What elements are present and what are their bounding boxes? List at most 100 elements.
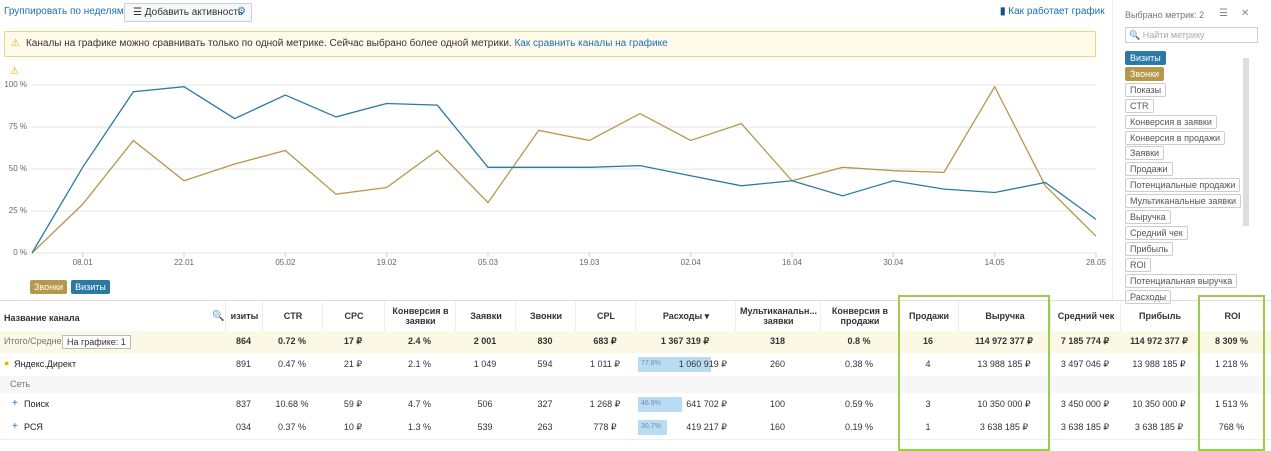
x-tick-label: 19.03 (579, 258, 600, 267)
cell: 59 ₽ (343, 398, 363, 409)
how-link[interactable]: ▮ Как работает график (1000, 6, 1105, 17)
cell: 034 (235, 421, 252, 432)
column-header: CPC (322, 301, 385, 331)
x-tick-label: 16.04 (782, 258, 803, 267)
warning: ⚠ Каналы на графике можно сравнивать толь… (4, 31, 1096, 57)
column-header: Конверсия в заявки (384, 301, 456, 331)
warning-link[interactable]: Как сравнить каналы на графике (514, 38, 668, 49)
search-icon: 🔍 (212, 311, 225, 322)
x-tick-label: 22.01 (174, 258, 195, 267)
cell: 17 ₽ (343, 336, 363, 346)
cell: 641 702 ₽ (686, 398, 727, 409)
cell: 778 ₽ (593, 421, 617, 432)
column-header: изиты (225, 301, 263, 331)
metric-chip[interactable]: Звонки (1125, 66, 1165, 81)
metric-chip[interactable]: Визиты (1125, 51, 1166, 65)
cell: 830 (537, 336, 553, 346)
y-tick-label: 100 % (4, 80, 27, 89)
column-header: CTR (262, 301, 323, 331)
cell: 1.3 % (407, 421, 431, 432)
close-icon[interactable]: ✕ (1241, 8, 1250, 19)
x-tick-label: 14.05 (985, 258, 1006, 267)
cell: 13 988 185 ₽ (977, 358, 1031, 369)
how-text: Как работает график (1008, 6, 1105, 17)
share-label: 77.8% (641, 359, 661, 367)
column-header: Звонки (515, 301, 576, 331)
cell: 1 513 % (1214, 398, 1249, 409)
metric-chip[interactable]: Потенциальная выручка (1125, 273, 1238, 288)
cell: 419 217 ₽ (686, 421, 727, 432)
row-name: Сеть (10, 378, 31, 389)
cell: 1 060 919 ₽ (678, 358, 727, 369)
metric-search[interactable]: 🔍 Найти метрику (1125, 27, 1258, 43)
share-bar (638, 357, 712, 372)
metric-chip[interactable]: CTR (1125, 98, 1154, 113)
metric-chip[interactable]: Мультиканальные заявки (1125, 194, 1242, 209)
cell: 2.1 % (407, 358, 431, 369)
add-activity[interactable]: ☰ Добавить активность (124, 3, 253, 22)
group-select[interactable]: Группировать по неделям (4, 6, 124, 17)
metric-chip[interactable]: Прибыль (1125, 241, 1174, 256)
metric-search-placeholder: Найти метрику (1142, 30, 1205, 40)
metric-chip[interactable]: Продажи (1125, 162, 1173, 177)
cell: 0.19 % (844, 421, 874, 432)
on-chart-chip[interactable]: На графике: 1 (62, 335, 131, 349)
row-name: РСЯ (24, 421, 43, 432)
cell: 891 (235, 358, 252, 369)
metric-chip[interactable]: Выручка (1125, 210, 1171, 224)
cell: 837 (235, 398, 252, 409)
metric-chip[interactable]: Конверсия в продажи (1125, 130, 1226, 145)
cell: 506 (477, 398, 493, 409)
cell: 160 (769, 421, 786, 432)
metric-chip[interactable]: Заявки (1125, 146, 1165, 161)
cell: 7 185 774 ₽ (1060, 336, 1110, 346)
row-name: Итого/Среднее (4, 336, 67, 346)
cell: 768 % (1218, 421, 1245, 432)
column-header: Конверсия в продажи (820, 301, 899, 331)
cell: 114 972 377 ₽ (975, 336, 1033, 346)
cell: 13 988 185 ₽ (1132, 358, 1186, 369)
cell: 1 268 ₽ (589, 398, 621, 409)
legend-item: Визиты (71, 280, 110, 294)
cell: 0.8 % (847, 336, 871, 346)
x-tick-label: 19.02 (377, 258, 398, 267)
line-series (31, 85, 1097, 254)
warning-text: Каналы на графике можно сравнивать тольк… (25, 38, 512, 49)
metrics-title: Выбрано метрик: 2 (1125, 10, 1205, 20)
chart-warning-icon: ⚠ (10, 66, 19, 77)
cell: 1 367 319 ₽ (660, 336, 710, 346)
metrics-panel: Выбрано метрик: 2 ☰ ✕ 🔍 Найти метрику Ви… (1112, 0, 1271, 304)
metric-chip[interactable]: Потенциальные продажи (1125, 178, 1241, 193)
cell: 0.59 % (844, 398, 874, 409)
cell: 1 049 (473, 358, 497, 369)
cell: 10 350 000 ₽ (977, 398, 1031, 409)
cell: 0.38 % (844, 358, 874, 369)
column-header: Средний чек (1050, 301, 1121, 331)
x-tick-label: 28.05 (1086, 258, 1107, 267)
cell: 3 (925, 398, 931, 409)
cell: 4 (925, 358, 931, 369)
x-tick-label: 30.04 (883, 258, 904, 267)
cell: 10 350 000 ₽ (1132, 398, 1186, 409)
cell: 3 497 046 ₽ (1060, 358, 1110, 369)
line-series (31, 86, 1097, 254)
list-icon[interactable]: ☰ (1219, 8, 1228, 19)
column-header: Расходы ▾ (635, 301, 736, 331)
metric-chip[interactable]: Конверсия в заявки (1125, 114, 1217, 129)
expand-icon: + (12, 398, 18, 409)
metric-chip[interactable]: ROI (1125, 257, 1152, 272)
settings-icon[interactable]: ⚙ (237, 6, 246, 17)
cell: 3 638 185 ₽ (979, 421, 1029, 432)
cell: 8 309 % (1214, 336, 1249, 346)
cell: 2 001 (473, 336, 497, 346)
chart: 0 % 25 % 50 % 75 % 100 % 08.01 22.01 05.02 19.02… (4, 80, 1107, 267)
share-label: 46.9% (641, 399, 661, 407)
metric-chip[interactable]: Показы (1125, 82, 1167, 97)
x-tick-label: 08.01 (73, 258, 94, 267)
cell: 0.47 % (277, 358, 307, 369)
cell: 3 638 185 ₽ (1134, 421, 1184, 432)
cell: 260 (769, 358, 786, 369)
metric-chip[interactable]: Средний чек (1125, 225, 1188, 240)
cell: 263 (537, 421, 553, 432)
